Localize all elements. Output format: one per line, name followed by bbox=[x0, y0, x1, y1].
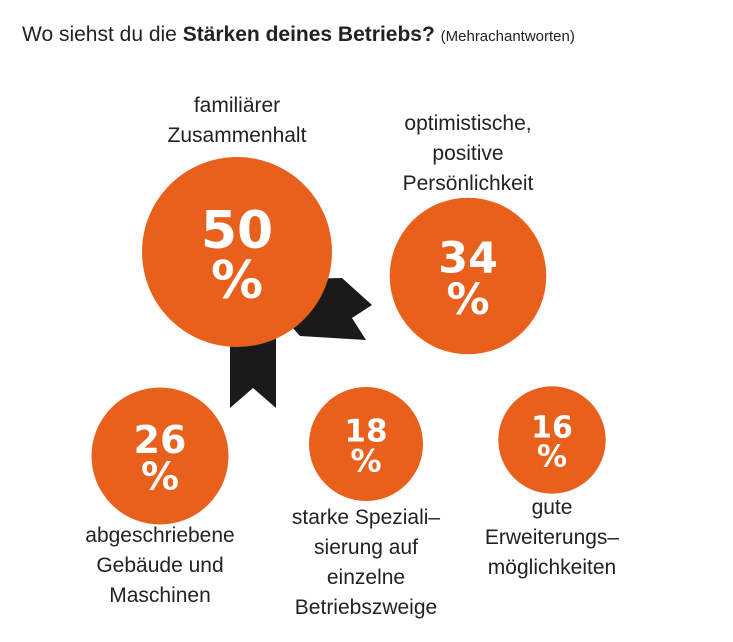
bubble-value: 34 bbox=[438, 234, 498, 284]
category-label-line: möglichkeiten bbox=[488, 556, 616, 579]
bubble-circle bbox=[91, 387, 229, 525]
category-label-line: Zusammenhalt bbox=[168, 124, 307, 147]
bubble-unit: % bbox=[446, 275, 489, 325]
ribbon-bottom bbox=[230, 338, 276, 408]
title-note: (Mehrachantworten) bbox=[440, 28, 575, 45]
bubble-circle bbox=[389, 197, 547, 355]
bubble-circle bbox=[309, 387, 423, 501]
bubble-value: 18 bbox=[344, 414, 387, 450]
bubble-value: 50 bbox=[201, 201, 273, 261]
bubble-unit: % bbox=[537, 439, 567, 474]
bubble-circle bbox=[142, 157, 332, 347]
category-label-line: Maschinen bbox=[109, 584, 211, 607]
category-label-line: gute bbox=[532, 496, 573, 519]
bubble-unit: % bbox=[211, 251, 263, 311]
category-label-line: starke Speziali– bbox=[292, 506, 441, 529]
category-label-line: Betriebszweige bbox=[295, 596, 437, 619]
category-label-line: einzelne bbox=[327, 566, 405, 589]
bubble-unit: % bbox=[141, 454, 179, 498]
category-label-line: sierung auf bbox=[314, 536, 418, 559]
category-label-line: familiärer bbox=[194, 94, 280, 117]
title-bold: Stärken deines Betriebs? bbox=[182, 23, 435, 46]
category-label-line: abgeschriebene bbox=[85, 524, 234, 547]
chart-title: Wo siehst du die Stärken deines Betriebs… bbox=[22, 22, 575, 47]
bubble-group-4: 16% gute Erweiterungs– möglichkeiten bbox=[485, 386, 620, 579]
bubble-group-1: 34% optimistische, positive Persönlichkeit bbox=[389, 112, 547, 355]
category-label-line: Persönlichkeit bbox=[403, 172, 534, 195]
bubble-circle bbox=[498, 386, 606, 494]
bubble-value: 26 bbox=[134, 418, 187, 462]
title-prefix: Wo siehst du die bbox=[22, 23, 183, 46]
bubble-unit: % bbox=[350, 443, 381, 479]
bubble-group-2: 26% abgeschriebene Gebäude und Maschinen bbox=[85, 387, 235, 607]
category-label-line: Erweiterungs– bbox=[485, 526, 620, 549]
bubble-value: 16 bbox=[531, 411, 573, 446]
category-label-line: positive bbox=[432, 142, 503, 165]
bubble-group-0: 50% familiärer Zusammenhalt bbox=[142, 94, 332, 347]
bubble-group-3: 18% starke Speziali– sierung auf einzelne Be… bbox=[292, 387, 441, 619]
category-label-line: Gebäude und bbox=[96, 554, 223, 577]
category-label-line: optimistische, bbox=[404, 112, 531, 135]
